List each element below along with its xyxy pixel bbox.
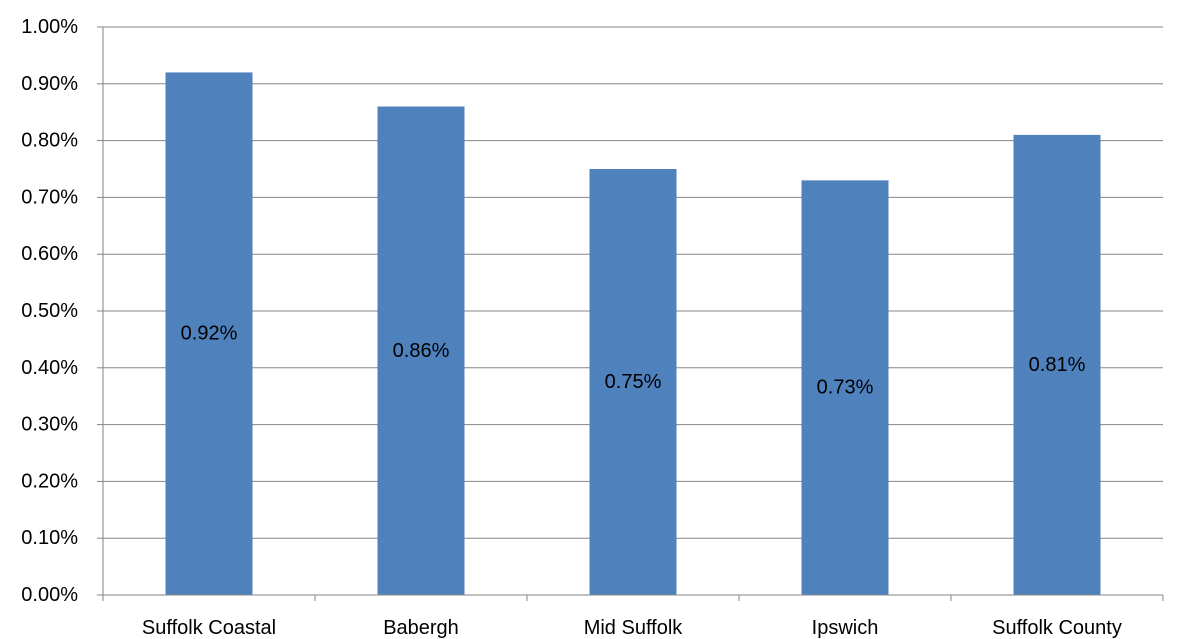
data-label: 0.73%: [817, 377, 874, 399]
y-tick-label: 0.50%: [21, 300, 78, 322]
axes: [97, 26, 1164, 601]
bars: [165, 72, 1101, 596]
y-tick-label: 0.60%: [21, 243, 78, 265]
y-tick-label: 0.30%: [21, 414, 78, 436]
y-tick-label: 0.10%: [21, 527, 78, 549]
y-tick-label: 0.20%: [21, 470, 78, 492]
x-category-label: Suffolk Coastal: [142, 617, 276, 639]
y-tick-label: 0.00%: [21, 584, 78, 606]
bar: [1013, 134, 1101, 596]
y-tick-label: 1.00%: [21, 16, 78, 38]
y-tick-label: 0.70%: [21, 186, 78, 208]
y-tick-label: 0.90%: [21, 73, 78, 95]
y-tick-label: 0.80%: [21, 130, 78, 152]
x-category-label: Mid Suffolk: [584, 617, 684, 639]
bar: [165, 72, 253, 595]
x-category-label: Suffolk County: [992, 617, 1122, 639]
bar: [801, 180, 889, 596]
x-category-label: Babergh: [383, 617, 459, 639]
data-label: 0.75%: [605, 371, 662, 393]
x-category-label: Ipswich: [812, 617, 879, 639]
bar: [589, 169, 677, 595]
y-tick-label: 0.40%: [21, 357, 78, 379]
data-label: 0.92%: [181, 323, 238, 345]
bar: [377, 106, 465, 596]
data-label: 0.86%: [393, 340, 450, 362]
data-label: 0.81%: [1029, 354, 1086, 376]
labels: 0.00% 0.10% 0.20% 0.30% 0.40% 0.50% 0.60% 0.70%…: [21, 16, 1122, 639]
